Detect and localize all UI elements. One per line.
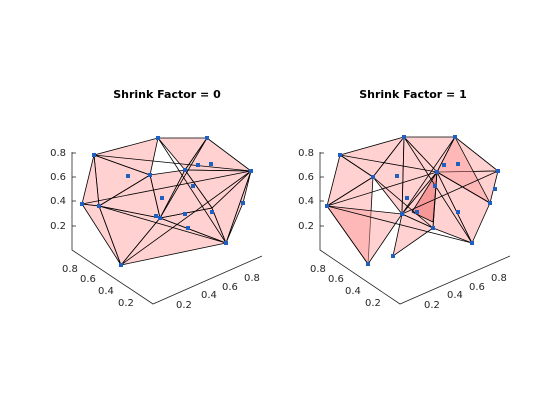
hull-face — [98, 174, 161, 219]
data-point — [496, 169, 500, 173]
data-point — [210, 210, 214, 214]
hull-face — [432, 171, 473, 244]
data-point — [400, 212, 404, 216]
data-point — [395, 174, 399, 178]
plot-left: Shrink Factor = 0 0.2 0.4 0.6 0.8 0.2 0.… — [50, 88, 263, 311]
hull-face — [211, 170, 252, 244]
plot-left-x-tick: 0.4 — [201, 290, 217, 301]
data-point — [92, 153, 96, 157]
data-point — [470, 241, 474, 245]
data-point — [402, 135, 406, 139]
data-point — [442, 163, 446, 167]
plot-right-points — [325, 135, 500, 266]
plot-left-z-tick: 0.8 — [50, 148, 66, 159]
data-point — [456, 162, 460, 166]
plot-right-x-tick: 0.4 — [447, 290, 463, 301]
plot-left-z-tick: 0.6 — [50, 172, 66, 183]
plot-right-y-tick: 0.6 — [328, 274, 344, 285]
data-point — [456, 210, 460, 214]
plot-right-x-tick: 0.8 — [491, 273, 507, 284]
data-point — [196, 163, 200, 167]
data-point — [391, 254, 395, 258]
plot-left-x-tick: 0.8 — [244, 273, 260, 284]
data-point — [325, 204, 329, 208]
data-point — [415, 210, 419, 214]
data-point — [183, 168, 187, 172]
plot-right-y-axis: 0.2 0.4 0.6 0.8 — [310, 264, 381, 309]
data-point — [148, 173, 152, 177]
hull-face — [120, 217, 227, 266]
data-point — [433, 184, 437, 188]
plot-left-y-axis: 0.2 0.4 0.6 0.8 — [62, 264, 134, 309]
plot-right-y-tick: 0.4 — [345, 286, 361, 297]
hull-face — [436, 136, 491, 204]
plot-left-title: Shrink Factor = 0 — [113, 88, 221, 101]
data-point — [249, 169, 253, 173]
plot-right-y-tick: 0.2 — [365, 298, 381, 309]
data-point — [338, 153, 342, 157]
data-point — [158, 216, 162, 220]
data-point — [493, 187, 497, 191]
data-point — [366, 262, 370, 266]
plot-right: Shrink Factor = 1 0.2 0.4 0.6 0.8 0.2 0.… — [298, 88, 511, 311]
data-point — [160, 196, 164, 200]
plot-left-x-tick: 0.6 — [222, 282, 238, 293]
plot-right-y-tick: 0.8 — [310, 264, 326, 275]
data-point — [183, 212, 187, 216]
plot-left-z-tick: 0.2 — [50, 221, 66, 232]
data-point — [405, 196, 409, 200]
plot-right-x-axis: 0.2 0.4 0.6 0.8 — [424, 273, 507, 311]
plot-left-y-tick: 0.8 — [62, 264, 78, 275]
data-point — [488, 201, 492, 205]
plot-left-x-tick: 0.2 — [176, 300, 192, 311]
plot-left-hull — [81, 137, 252, 266]
data-point — [80, 202, 84, 206]
data-point — [186, 226, 190, 230]
data-point — [371, 175, 375, 179]
plot-right-title: Shrink Factor = 1 — [359, 88, 467, 101]
plot-left-edges — [81, 137, 252, 266]
plot-right-x-tick: 0.6 — [469, 282, 485, 293]
hull-face — [326, 205, 403, 265]
plot-left-x-axis: 0.2 0.4 0.6 0.8 — [176, 273, 260, 311]
plot-right-z-axis: 0.2 0.4 0.6 0.8 — [298, 148, 324, 232]
plot-left-points — [80, 136, 253, 267]
data-point — [453, 135, 457, 139]
plot-left-y-tick: 0.6 — [80, 274, 96, 285]
plot-left-y-tick: 0.4 — [98, 286, 114, 297]
data-point — [435, 170, 439, 174]
data-point — [97, 204, 101, 208]
data-point — [156, 136, 160, 140]
plot-right-edges — [326, 136, 499, 244]
plot-left-z-axis: 0.2 0.4 0.6 0.8 — [50, 148, 76, 232]
data-point — [191, 184, 195, 188]
data-point — [431, 226, 435, 230]
plot-right-hull — [326, 136, 499, 265]
plot-left-y-tick: 0.2 — [118, 298, 134, 309]
plot-right-z-tick: 0.8 — [298, 148, 314, 159]
hull-face — [392, 213, 434, 257]
plot-left-z-tick: 0.4 — [50, 196, 66, 207]
data-point — [154, 214, 158, 218]
data-point — [241, 201, 245, 205]
plot-right-x-tick: 0.2 — [424, 300, 440, 311]
data-point — [224, 241, 228, 245]
plot-right-z-tick: 0.6 — [298, 172, 314, 183]
data-point — [119, 263, 123, 267]
plot-right-z-tick: 0.2 — [298, 221, 314, 232]
data-point — [126, 174, 130, 178]
data-point — [205, 136, 209, 140]
plot-right-z-tick: 0.4 — [298, 196, 314, 207]
data-point — [209, 162, 213, 166]
